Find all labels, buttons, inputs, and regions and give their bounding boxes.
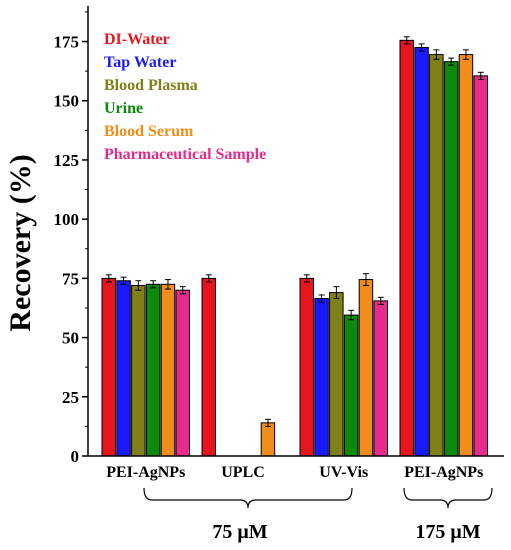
bar-4-di-water xyxy=(399,39,414,457)
bar-3-blood-plasma xyxy=(329,292,344,457)
bar-2-di-water xyxy=(201,277,216,457)
legend-entry-di-water: DI-Water xyxy=(104,31,170,48)
error-bar xyxy=(418,43,425,52)
error-bar xyxy=(264,418,271,427)
legend-entry-urine: Urine xyxy=(104,100,143,117)
axes: 0 25 50 75 100 125 150 175 PEI-AgNPs UPLC UV-Vis PE… xyxy=(54,6,504,543)
error-bar xyxy=(477,71,484,80)
legend: DI-Water Tap Water Blood Plasma Urine Blood … xyxy=(104,31,266,163)
category-label-1: PEI-AgNPs xyxy=(106,464,185,481)
group-label-1: 75 μM xyxy=(212,521,267,543)
bar-4-blood-plasma xyxy=(429,54,444,457)
bar-1-tap-water xyxy=(116,280,131,457)
y-tick-label: 175 xyxy=(54,33,80,52)
error-bar xyxy=(303,274,310,283)
y-tick-label: 50 xyxy=(62,329,79,348)
legend-entry-blood-serum: Blood Serum xyxy=(104,123,194,140)
y-tick-label: 100 xyxy=(54,210,80,229)
y-axis-title: Recovery (%) xyxy=(4,154,37,331)
y-tick-label: 25 xyxy=(62,388,79,407)
plot-area xyxy=(101,36,488,457)
y-tick-label: 150 xyxy=(54,92,80,111)
error-bar xyxy=(348,309,355,321)
legend-entry-tap-water: Tap Water xyxy=(104,54,176,71)
group-brace-2 xyxy=(403,487,493,509)
error-bar xyxy=(105,274,112,283)
bar-3-urine xyxy=(343,314,359,457)
bar-4-blood-serum xyxy=(458,54,474,457)
error-bar xyxy=(164,279,171,290)
error-bar xyxy=(462,49,469,60)
bar-1-urine xyxy=(145,283,161,457)
legend-entry-pharmaceutical-sample: Pharmaceutical Sample xyxy=(104,146,266,163)
bar-4-tap-water xyxy=(414,46,429,457)
error-bar xyxy=(362,273,369,286)
bar-4-pharmaceutical-sample xyxy=(473,75,488,457)
error-bar xyxy=(179,286,186,295)
bar-4-urine xyxy=(443,61,459,457)
error-bar xyxy=(377,296,384,305)
error-bar xyxy=(333,286,340,299)
bar-1-pharmaceutical-sample xyxy=(175,289,190,457)
bar-3-blood-serum xyxy=(358,279,374,457)
error-bar xyxy=(433,49,440,60)
error-bar xyxy=(403,36,410,45)
error-bar xyxy=(205,274,212,283)
bar-3-di-water xyxy=(299,277,314,457)
category-label-3: UV-Vis xyxy=(319,464,368,481)
error-bar xyxy=(135,280,142,291)
error-bar xyxy=(150,280,157,289)
group-brace-1 xyxy=(143,487,353,509)
error-bar xyxy=(448,57,455,66)
y-tick-label: 125 xyxy=(54,151,80,170)
category-label-4: PEI-AgNPs xyxy=(404,464,483,481)
bar-1-blood-plasma xyxy=(131,284,146,457)
error-bar xyxy=(120,276,127,285)
bar-3-pharmaceutical-sample xyxy=(373,300,388,457)
category-label-2: UPLC xyxy=(221,464,265,481)
y-tick-label: 75 xyxy=(62,269,79,288)
y-tick-label: 0 xyxy=(71,447,80,466)
bar-3-tap-water xyxy=(314,298,329,457)
bar-2-blood-serum xyxy=(260,422,276,457)
bar-1-blood-serum xyxy=(160,283,176,457)
group-label-2: 175 μM xyxy=(415,521,480,543)
bar-1-di-water xyxy=(101,277,116,457)
legend-entry-blood-plasma: Blood Plasma xyxy=(104,77,198,94)
error-bar xyxy=(318,294,325,303)
